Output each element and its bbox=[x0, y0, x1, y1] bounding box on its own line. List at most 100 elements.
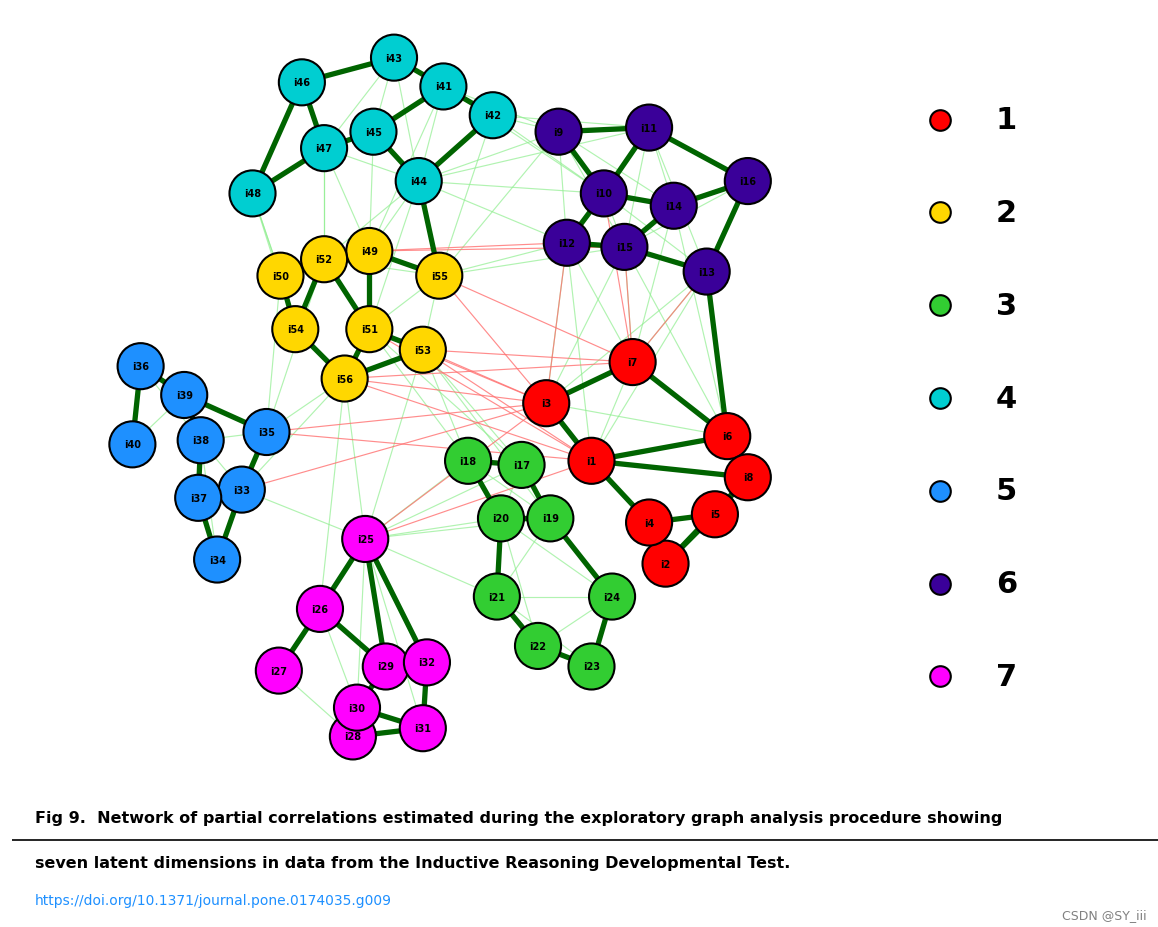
Circle shape bbox=[109, 422, 155, 468]
Text: i34: i34 bbox=[208, 555, 226, 565]
Text: i30: i30 bbox=[349, 703, 366, 713]
Text: i1: i1 bbox=[586, 456, 596, 466]
Text: 2: 2 bbox=[996, 198, 1017, 228]
Circle shape bbox=[334, 685, 380, 730]
Text: i41: i41 bbox=[435, 83, 452, 93]
Text: 7: 7 bbox=[996, 662, 1017, 692]
Text: i28: i28 bbox=[344, 731, 361, 742]
Text: i21: i21 bbox=[489, 592, 505, 602]
Circle shape bbox=[351, 109, 396, 156]
Text: i45: i45 bbox=[365, 128, 382, 137]
Text: i16: i16 bbox=[739, 177, 756, 187]
Circle shape bbox=[470, 93, 515, 139]
Circle shape bbox=[601, 224, 647, 271]
Text: i13: i13 bbox=[698, 267, 716, 277]
Circle shape bbox=[643, 541, 689, 587]
Circle shape bbox=[301, 237, 347, 283]
Text: 1: 1 bbox=[996, 106, 1017, 135]
Text: i11: i11 bbox=[640, 123, 658, 133]
Text: i55: i55 bbox=[431, 272, 448, 282]
Text: i7: i7 bbox=[628, 358, 638, 368]
Circle shape bbox=[544, 221, 589, 267]
Text: i10: i10 bbox=[595, 189, 613, 199]
Text: i19: i19 bbox=[542, 514, 559, 524]
Circle shape bbox=[420, 64, 467, 110]
Circle shape bbox=[527, 496, 573, 542]
Circle shape bbox=[256, 648, 302, 694]
Text: i2: i2 bbox=[660, 559, 670, 569]
Circle shape bbox=[515, 623, 560, 669]
Circle shape bbox=[346, 229, 393, 274]
Point bbox=[931, 206, 950, 221]
Circle shape bbox=[626, 500, 672, 546]
Text: i17: i17 bbox=[513, 461, 530, 470]
Text: CSDN @SY_iii: CSDN @SY_iii bbox=[1062, 908, 1146, 921]
Text: i33: i33 bbox=[233, 485, 250, 495]
Circle shape bbox=[569, 643, 615, 690]
Text: i38: i38 bbox=[192, 436, 210, 446]
Circle shape bbox=[301, 126, 347, 172]
Text: i44: i44 bbox=[410, 177, 427, 187]
Text: i46: i46 bbox=[293, 78, 310, 88]
Text: i9: i9 bbox=[554, 128, 564, 137]
Circle shape bbox=[651, 184, 697, 230]
Circle shape bbox=[177, 418, 223, 464]
Text: i26: i26 bbox=[312, 604, 329, 615]
Circle shape bbox=[296, 586, 343, 632]
Text: 3: 3 bbox=[996, 291, 1017, 321]
Text: seven latent dimensions in data from the Inductive Reasoning Developmental Test.: seven latent dimensions in data from the… bbox=[35, 855, 790, 870]
Text: i18: i18 bbox=[460, 456, 477, 466]
Text: i14: i14 bbox=[665, 201, 682, 211]
Text: i49: i49 bbox=[361, 247, 378, 257]
Text: i54: i54 bbox=[287, 324, 303, 335]
Text: i8: i8 bbox=[742, 473, 753, 483]
Text: i25: i25 bbox=[357, 534, 374, 544]
Circle shape bbox=[195, 537, 240, 583]
Text: i15: i15 bbox=[616, 243, 633, 253]
Text: i52: i52 bbox=[316, 255, 332, 265]
Circle shape bbox=[243, 410, 290, 455]
Text: i32: i32 bbox=[418, 657, 435, 667]
Text: i3: i3 bbox=[541, 399, 551, 409]
Circle shape bbox=[229, 171, 276, 217]
Text: i50: i50 bbox=[272, 272, 290, 282]
Circle shape bbox=[589, 574, 635, 620]
Circle shape bbox=[498, 442, 544, 489]
Text: i43: i43 bbox=[386, 54, 403, 64]
Circle shape bbox=[569, 438, 615, 484]
Circle shape bbox=[535, 109, 581, 156]
Circle shape bbox=[161, 373, 207, 419]
Circle shape bbox=[725, 455, 771, 501]
Text: i5: i5 bbox=[710, 510, 720, 520]
Text: i6: i6 bbox=[723, 432, 732, 441]
Point bbox=[931, 484, 950, 499]
Text: i27: i27 bbox=[270, 666, 287, 676]
Text: i42: i42 bbox=[484, 111, 501, 121]
Text: i29: i29 bbox=[378, 662, 394, 672]
Text: i4: i4 bbox=[644, 518, 654, 528]
Text: i22: i22 bbox=[529, 641, 547, 652]
Circle shape bbox=[400, 327, 446, 374]
Text: i48: i48 bbox=[244, 189, 261, 199]
Text: i12: i12 bbox=[558, 238, 576, 248]
Circle shape bbox=[474, 574, 520, 620]
Circle shape bbox=[346, 307, 393, 353]
Circle shape bbox=[704, 413, 750, 460]
Text: i20: i20 bbox=[492, 514, 510, 524]
Circle shape bbox=[691, 491, 738, 538]
Text: Fig 9.  Network of partial correlations estimated during the exploratory graph a: Fig 9. Network of partial correlations e… bbox=[35, 810, 1002, 825]
Text: i53: i53 bbox=[415, 346, 431, 355]
Circle shape bbox=[371, 35, 417, 82]
Text: i24: i24 bbox=[603, 592, 621, 602]
Circle shape bbox=[581, 171, 626, 217]
Circle shape bbox=[725, 159, 771, 205]
Circle shape bbox=[523, 381, 570, 426]
Text: i51: i51 bbox=[361, 324, 378, 335]
Text: 4: 4 bbox=[996, 384, 1017, 413]
Point bbox=[931, 669, 950, 684]
Circle shape bbox=[396, 159, 441, 205]
Circle shape bbox=[683, 249, 730, 296]
Text: 6: 6 bbox=[996, 569, 1017, 599]
Circle shape bbox=[175, 476, 221, 521]
Text: i31: i31 bbox=[415, 723, 431, 733]
